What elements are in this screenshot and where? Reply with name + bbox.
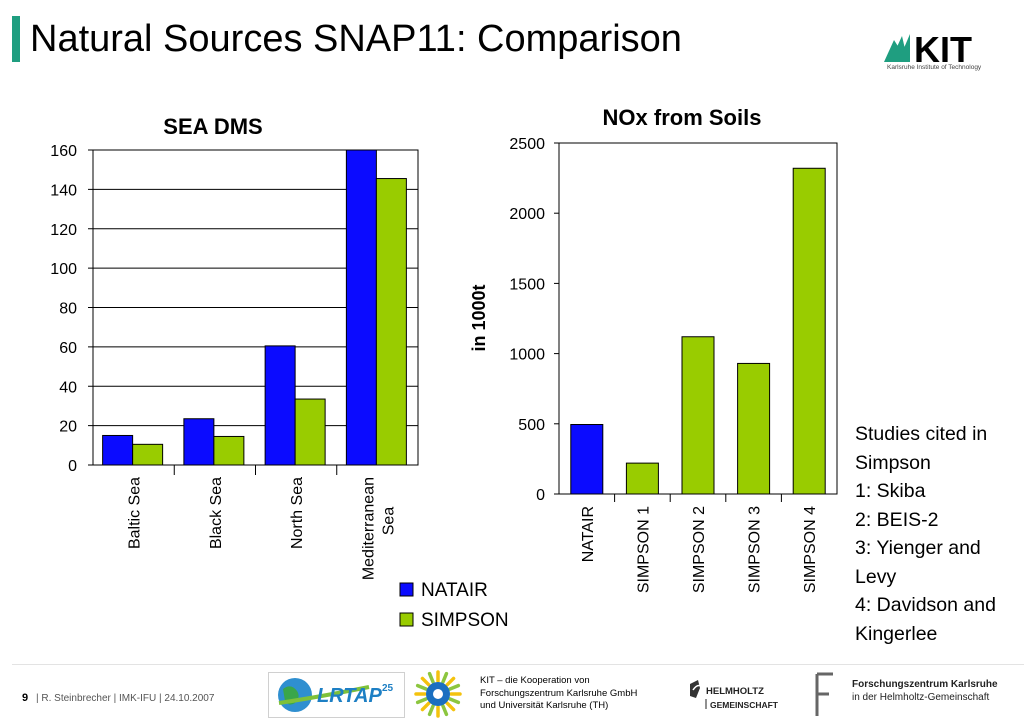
kit-coop-line: Forschungszentrum Karlsruhe GmbH: [480, 687, 638, 699]
bar-simpson: [213, 435, 245, 466]
sun-gear-icon: [414, 670, 462, 718]
bar: [570, 424, 604, 495]
kit-cooperation-text: KIT – die Kooperation von Forschungszent…: [480, 675, 637, 713]
lrtap-text: LRTAP: [317, 685, 382, 707]
sun-ray: [427, 671, 435, 684]
sun-ray: [420, 676, 431, 687]
fzk-text: Forschungszentrum Karlsruhe in der Helmh…: [852, 678, 998, 704]
kit-logo-text: KIT: [914, 29, 972, 70]
helm-line1: HELMHOLTZ: [706, 686, 764, 697]
x-tick-label: NATAIR: [580, 506, 597, 562]
kit-coop-line: und Universität Karlsruhe (TH): [480, 700, 609, 711]
y-tick-label: 140: [50, 182, 77, 199]
content-panel: [12, 80, 1024, 665]
bar-natair: [102, 434, 134, 466]
y-tick-label: 120: [50, 222, 77, 239]
x-tick-label-line: Black Sea: [208, 477, 225, 549]
legend-label: SIMPSON: [421, 610, 509, 631]
sun-ray: [441, 704, 449, 717]
studies-list: Studies cited in Simpson 1: Skiba 2: BEI…: [855, 420, 1020, 648]
y-tick-label: 20: [59, 419, 77, 436]
footer-divider: [12, 664, 1024, 665]
bar: [681, 336, 715, 495]
legend-swatch: [399, 612, 414, 627]
x-tick-label: SIMPSON 4: [802, 506, 819, 593]
footer-author-line: | R. Steinbrecher | IMK-IFU | 24.10.2007: [36, 693, 215, 704]
fzk-icon: [815, 672, 833, 716]
x-tick-label: Mediterranean Sea: [360, 477, 397, 580]
kit-logo: KIT: [884, 29, 972, 70]
fzk-line1: Forschungszentrum Karlsruhe: [852, 679, 998, 690]
bar-natair: [264, 345, 296, 466]
y-tick-label: 60: [59, 340, 77, 357]
bar-simpson: [375, 178, 407, 466]
studies-item: 4: Davidson and Kingerlee: [855, 594, 996, 645]
sun-ray: [415, 683, 428, 691]
y-tick-label: 0: [68, 458, 77, 475]
chart-title: SEA DMS: [163, 114, 262, 139]
y-tick-label: 500: [518, 417, 545, 434]
sun-ray: [441, 671, 449, 684]
lrtap-logo: LRTAP 25: [268, 672, 405, 718]
x-tick-label: North Sea: [289, 477, 306, 549]
bar-natair: [183, 418, 215, 466]
x-tick-label-line: Sea: [380, 507, 397, 536]
x-tick-label: SIMPSON 1: [635, 506, 652, 593]
bar: [625, 462, 659, 495]
x-tick-label-line: Mediterranean: [360, 477, 377, 580]
sun-ray: [427, 704, 435, 717]
sun-ray: [415, 697, 428, 705]
sun-ray: [445, 701, 456, 712]
kit-logo-subtitle: Karlsruhe Institute of Technology: [887, 64, 982, 71]
bar-simpson: [132, 443, 164, 466]
helmholtz-logo: HELMHOLTZ GEMEINSCHAFT: [690, 680, 779, 710]
y-tick-label: 1000: [509, 347, 545, 364]
bar: [737, 362, 771, 495]
y-tick-label: 80: [59, 301, 77, 318]
legend-swatch: [399, 582, 414, 597]
page-number: 9: [22, 692, 29, 704]
bar-simpson: [294, 398, 326, 466]
y-tick-label: 100: [50, 261, 77, 278]
y-tick-label: 40: [59, 379, 77, 396]
x-tick-label: SIMPSON 2: [691, 506, 708, 593]
x-tick-label: SIMPSON 3: [747, 506, 764, 593]
chart-title: NOx from Soils: [603, 105, 762, 130]
sun-ray: [448, 683, 461, 691]
helm-line2: GEMEINSCHAFT: [710, 700, 779, 710]
studies-heading: Studies cited in Simpson: [855, 423, 988, 474]
slide-title: Natural Sources SNAP11: Comparison: [30, 18, 682, 60]
y-axis-label: in 1000t: [469, 284, 489, 351]
sun-ray: [420, 701, 431, 712]
y-tick-label: 2500: [509, 136, 545, 153]
x-tick-label-line: North Sea: [289, 477, 306, 549]
fzk-line2: in der Helmholtz-Gemeinschaft: [852, 692, 990, 703]
legend-label: NATAIR: [421, 580, 488, 601]
bar: [792, 167, 826, 495]
studies-item: 1: Skiba: [855, 480, 926, 502]
bar-natair: [345, 149, 377, 466]
title-accent-bar: [12, 16, 20, 62]
y-tick-label: 2000: [509, 206, 545, 223]
x-tick-label-line: Baltic Sea: [127, 477, 144, 549]
y-tick-label: 160: [50, 143, 77, 160]
sun-ray: [448, 697, 461, 705]
sun-ray: [445, 676, 456, 687]
kit-coop-line: KIT – die Kooperation von: [480, 675, 590, 686]
x-tick-label: Baltic Sea: [127, 477, 144, 549]
studies-item: 2: BEIS-2: [855, 508, 939, 531]
x-tick-label: Black Sea: [208, 477, 225, 549]
lrtap-badge: 25: [382, 683, 394, 694]
globe-icon: LRTAP 25: [278, 678, 394, 712]
y-tick-label: 0: [536, 487, 545, 504]
y-tick-label: 1500: [509, 276, 545, 293]
studies-item: 3: Yienger and Levy: [855, 537, 981, 588]
